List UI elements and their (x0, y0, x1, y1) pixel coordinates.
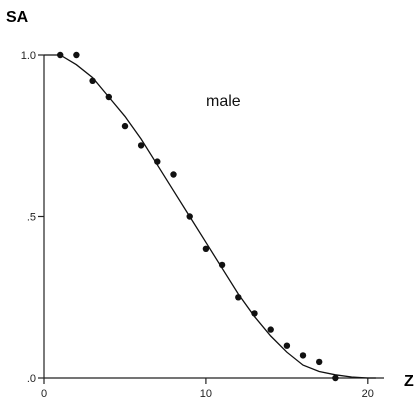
data-point (251, 310, 258, 317)
x-tick-label: 20 (362, 388, 374, 400)
y-tick-label: 1.0 (21, 50, 36, 62)
data-point (170, 171, 177, 178)
data-point (299, 352, 307, 359)
x-tick-label: 0 (41, 388, 47, 400)
y-axis-label: SA (6, 9, 29, 26)
data-point (137, 142, 145, 149)
data-point (316, 358, 323, 366)
data-point (267, 326, 274, 333)
data-point (121, 122, 129, 130)
data-point (235, 294, 242, 301)
data-point (283, 342, 291, 349)
plot-area (44, 51, 376, 382)
y-tick-label: .0 (27, 373, 36, 385)
axes: .0 .5 1.0 0 10 20 (21, 50, 384, 400)
data-point (202, 245, 210, 252)
y-tick-label: .5 (27, 212, 36, 224)
data-point (73, 51, 80, 59)
data-point (89, 77, 96, 85)
data-point (332, 374, 339, 382)
x-axis-label: Z (404, 373, 414, 390)
data-point (218, 261, 226, 269)
fitted-curve (44, 54, 376, 379)
data-point (105, 93, 113, 101)
data-point (154, 158, 161, 165)
data-point (186, 213, 193, 220)
x-tick-label: 10 (200, 388, 212, 400)
data-point (57, 51, 64, 59)
series-annotation: male (206, 93, 241, 110)
